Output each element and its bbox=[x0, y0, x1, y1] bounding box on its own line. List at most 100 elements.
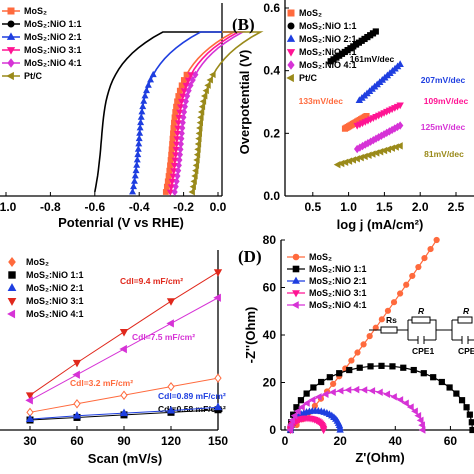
panel-a-marker bbox=[141, 92, 149, 99]
panel-d-point bbox=[286, 426, 294, 434]
panel-a-marker bbox=[140, 97, 148, 104]
panel-d-point bbox=[290, 411, 298, 420]
panel-a-marker bbox=[177, 104, 184, 111]
panel-a-marker bbox=[180, 113, 187, 122]
panel-a-marker bbox=[176, 156, 183, 164]
panel-b-point bbox=[372, 28, 379, 35]
panel-a-marker bbox=[133, 161, 141, 168]
panel-a-marker bbox=[171, 157, 179, 164]
panel-a-marker bbox=[179, 124, 186, 132]
panel-d-circuit-network bbox=[407, 319, 474, 344]
panel-d-y-tick-label: 20 bbox=[263, 376, 277, 390]
panel-b-y-tick-label: 0.4 bbox=[263, 64, 280, 78]
panel-c-point bbox=[214, 373, 222, 383]
panel-d-point bbox=[469, 426, 474, 434]
panel-a-x-tick-label: -0.2 bbox=[173, 200, 194, 214]
panel-c-point bbox=[119, 408, 129, 417]
panel-d-point bbox=[375, 388, 383, 396]
panel-a-legend-label: MoS₂:NiO 4:1 bbox=[24, 58, 82, 68]
panel-d-legend-label: MoS₂:NiO 2:1 bbox=[309, 276, 367, 286]
panel-a-marker bbox=[173, 141, 180, 148]
panel-a-marker bbox=[192, 167, 199, 175]
panel-a-marker bbox=[144, 81, 152, 88]
panel-a-marker bbox=[176, 109, 184, 116]
panel-d-point bbox=[418, 426, 426, 434]
panel-a-legend-label: MoS₂ bbox=[24, 6, 47, 16]
panel-a-marker bbox=[178, 98, 185, 106]
panel-b-point bbox=[396, 60, 404, 67]
panel-a-marker bbox=[189, 183, 196, 191]
panel-d-point bbox=[406, 403, 414, 411]
panel-a-marker bbox=[138, 108, 146, 115]
panel-c-point bbox=[72, 370, 80, 379]
panel-a-marker bbox=[149, 70, 157, 78]
panel-b-legend-label: MoS₂:NiO 2:1 bbox=[299, 34, 357, 44]
panel-a-marker bbox=[175, 161, 182, 170]
panel-c-legend-marker bbox=[7, 297, 17, 306]
panel-d-circuit-label: Rs bbox=[386, 315, 397, 325]
panel-a-marker bbox=[201, 92, 208, 100]
panel-a-marker bbox=[187, 72, 195, 79]
panel-d-x-tick-label: 40 bbox=[389, 434, 403, 448]
panel-b-point bbox=[396, 121, 404, 130]
panel-a-marker bbox=[132, 166, 140, 174]
panel-b-slope-label: 125mV/dec bbox=[421, 122, 466, 132]
panel-d-y-label: -Z''(Ohm) bbox=[243, 307, 258, 364]
panel-a-x-tick-label: -0.8 bbox=[40, 200, 61, 214]
panel-d-circuit-resistor bbox=[411, 316, 431, 324]
panel-d-x-tick-label: 20 bbox=[333, 434, 347, 448]
panel-a-marker bbox=[181, 108, 188, 116]
panel-d-point bbox=[366, 333, 373, 340]
panel-a-marker bbox=[172, 152, 180, 159]
panel-c-point bbox=[167, 381, 175, 392]
panel-d-legend-marker bbox=[292, 253, 300, 261]
panel-a-marker bbox=[173, 130, 181, 138]
panel-a-legend-marker bbox=[7, 7, 15, 15]
panel-d-point bbox=[354, 349, 361, 356]
panel-a-marker bbox=[135, 140, 143, 147]
panel-d-point bbox=[356, 364, 363, 371]
panel-a-marker bbox=[184, 77, 192, 84]
panel-a-marker bbox=[174, 120, 182, 127]
panel-d-point bbox=[352, 385, 360, 394]
panel-d-point bbox=[348, 357, 355, 364]
panel-a-marker bbox=[193, 151, 201, 159]
panel-c-cdl-label: Cdl=3.2 mF/cm² bbox=[70, 378, 133, 388]
panel-c-x-tick-label: 150 bbox=[208, 434, 228, 448]
panel-a-curve bbox=[94, 31, 222, 193]
panel-a-legend-marker bbox=[6, 32, 16, 40]
panel-a-marker bbox=[133, 156, 141, 163]
panel-c-point bbox=[166, 319, 174, 328]
panel-b-y-label: Overpotential (V) bbox=[237, 50, 252, 155]
panel-c-point bbox=[213, 269, 223, 277]
panel-d-point bbox=[466, 411, 473, 418]
panel-d-legend-label: MoS₂ bbox=[309, 252, 332, 262]
panel-c-x-label: Scan (mV/s) bbox=[88, 451, 162, 466]
panel-d-point bbox=[288, 416, 296, 425]
panel-d-point bbox=[293, 407, 301, 415]
panel-d-circuit-label: R bbox=[463, 306, 470, 316]
panel-a-marker bbox=[188, 188, 195, 196]
panel-d-x-tick-label: 60 bbox=[444, 434, 458, 448]
panel-d-circuit-resistor bbox=[457, 316, 473, 324]
panel-a-marker bbox=[179, 93, 187, 100]
panel-d-y-tick-label: 60 bbox=[263, 281, 277, 295]
panel-c-legend-label: MoS₂:NiO 2:1 bbox=[26, 283, 84, 293]
panel-b-legend-marker bbox=[286, 73, 294, 83]
panel-c-point bbox=[25, 414, 35, 423]
panel-d-circuit-resistor bbox=[380, 326, 398, 334]
panel-a-x-tick-label: -0.4 bbox=[129, 200, 150, 214]
panel-c-cdl-label: Cdl=7.5 mF/cm² bbox=[132, 332, 195, 342]
panel-b-slope-label: 207mV/dec bbox=[421, 75, 466, 85]
panel-a-marker bbox=[176, 150, 184, 159]
panel-d-point bbox=[421, 254, 428, 262]
panel-d-y-tick-label: 0 bbox=[269, 423, 276, 437]
panel-c-cdl-label: Cdl=0.89 mF/cm² bbox=[158, 391, 226, 401]
panel-d-point bbox=[415, 263, 422, 271]
panel-a-marker bbox=[129, 188, 137, 195]
panel-d-y-tick-label: 40 bbox=[263, 328, 277, 342]
panel-a-marker bbox=[131, 172, 139, 179]
panel-a-marker bbox=[177, 145, 184, 154]
panel-d-point bbox=[367, 363, 374, 370]
